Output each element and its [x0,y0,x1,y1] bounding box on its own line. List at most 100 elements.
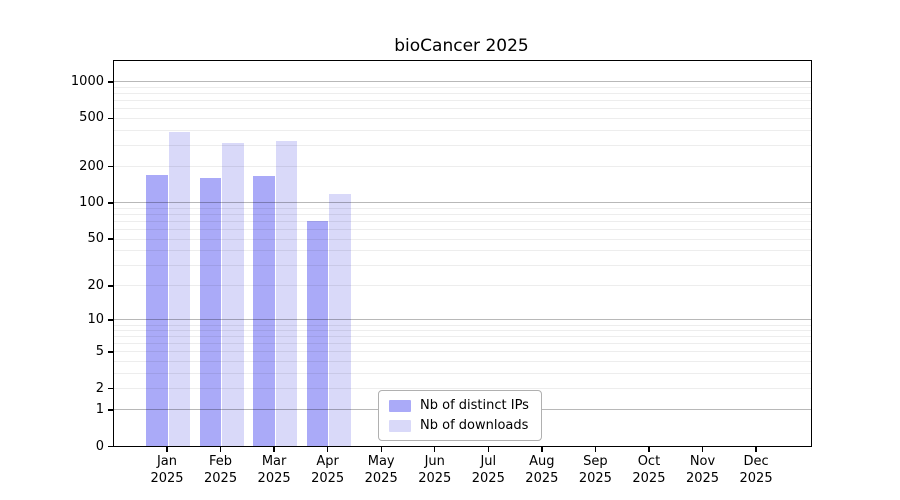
x-tick-mark [219,446,222,452]
bar-nb-of-distinct-ips-apr [306,221,329,446]
y-tick-label: 200 [79,158,104,174]
minor-gridline [114,229,811,231]
minor-gridline [114,214,811,216]
x-tick-label-nov: Nov 2025 [671,453,735,487]
minor-gridline [114,108,811,110]
x-tick-label-may: May 2025 [349,453,413,487]
bar-nb-of-distinct-ips-mar [253,176,275,446]
y-tick-label: 1 [95,401,104,417]
x-tick-year: 2025 [364,471,398,486]
y-tick-mark [108,117,113,120]
x-tick-label-jun: Jun 2025 [403,453,467,487]
y-tick-label: 5 [95,343,104,359]
minor-gridline [114,324,811,326]
minor-gridline [114,361,811,363]
y-tick-label: 1000 [70,73,104,89]
x-tick-mark [594,446,597,452]
bar-nb-of-downloads-mar [275,141,298,446]
y-tick-label: 50 [87,231,104,247]
x-tick-label-jan: Jan 2025 [135,453,199,487]
x-tick-month: Nov [689,454,716,469]
minor-gridline [114,343,811,345]
x-tick-month: Feb [209,454,233,469]
major-gridline [114,319,811,321]
x-tick-month: Apr [316,454,339,469]
x-tick-month: May [367,454,395,469]
legend: Nb of distinct IPs Nb of downloads [378,390,542,441]
x-tick-year: 2025 [418,471,452,486]
bar-nb-of-distinct-ips-feb [199,177,222,446]
minor-gridline [114,117,811,119]
x-tick-month: Mar [261,454,287,469]
x-tick-month: Jan [156,454,178,469]
bar-nb-of-distinct-ips-jan [146,174,168,446]
x-tick-month: Jun [424,454,445,469]
x-tick-label-oct: Oct 2025 [617,453,681,487]
x-tick-month: Aug [529,454,555,469]
minor-gridline [114,221,811,223]
minor-gridline [114,207,811,209]
minor-gridline [114,330,811,332]
minor-gridline [114,388,811,390]
y-tick-mark [108,165,113,168]
legend-swatch-downloads-icon [389,419,411,432]
x-tick-label-feb: Feb 2025 [189,453,253,487]
x-tick-label-jul: Jul 2025 [456,453,520,487]
minor-gridline [114,250,811,252]
x-tick-year: 2025 [311,471,345,486]
legend-item-downloads: Nb of downloads [389,418,529,433]
x-tick-month: Dec [743,454,769,469]
minor-gridline [114,87,811,88]
y-tick-label: 0 [95,438,104,454]
x-tick-year: 2025 [578,471,612,486]
x-tick-label-apr: Apr 2025 [296,453,360,487]
minor-gridline [114,285,811,287]
y-tick-mark [108,445,113,448]
x-tick-mark [648,446,650,452]
x-tick-mark [326,446,329,452]
y-tick-mark [108,351,113,353]
minor-gridline [114,129,811,131]
bar-nb-of-downloads-jan [168,132,190,446]
x-tick-mark [541,446,543,452]
x-tick-mark [166,446,168,452]
y-tick-mark [108,319,113,321]
y-tick-label: 500 [79,110,104,126]
legend-swatch-distinct-ips-icon [389,399,411,412]
legend-label-distinct-ips: Nb of distinct IPs [420,398,529,413]
x-tick-mark [701,446,704,452]
y-tick-label: 10 [87,311,104,327]
y-tick-mark [108,387,113,390]
x-tick-year: 2025 [471,471,505,486]
minor-gridline [114,100,811,102]
y-tick-label: 2 [95,380,104,396]
x-tick-mark [487,446,489,452]
minor-gridline [114,93,811,95]
minor-gridline [114,336,811,338]
minor-gridline [114,351,811,353]
y-tick-mark [108,409,113,411]
x-tick-label-mar: Mar 2025 [242,453,306,487]
minor-gridline [114,238,811,240]
minor-gridline [114,372,811,374]
x-tick-mark [755,446,757,452]
minor-gridline [114,264,811,266]
x-tick-label-sep: Sep 2025 [563,453,627,487]
x-tick-year: 2025 [257,471,291,486]
x-tick-year: 2025 [632,471,666,486]
y-tick-mark [108,202,113,204]
x-tick-year: 2025 [685,471,720,486]
major-gridline [114,202,811,204]
legend-item-distinct-ips: Nb of distinct IPs [389,398,529,413]
y-tick-mark [108,238,113,240]
y-tick-label: 20 [87,277,104,293]
y-tick-mark [108,81,113,83]
x-tick-year: 2025 [150,471,184,486]
x-tick-mark [273,446,275,452]
x-tick-year: 2025 [525,471,559,486]
y-tick-mark [108,285,113,287]
x-tick-mark [434,446,436,452]
bar-nb-of-downloads-apr [329,193,351,446]
minor-gridline [114,166,811,168]
